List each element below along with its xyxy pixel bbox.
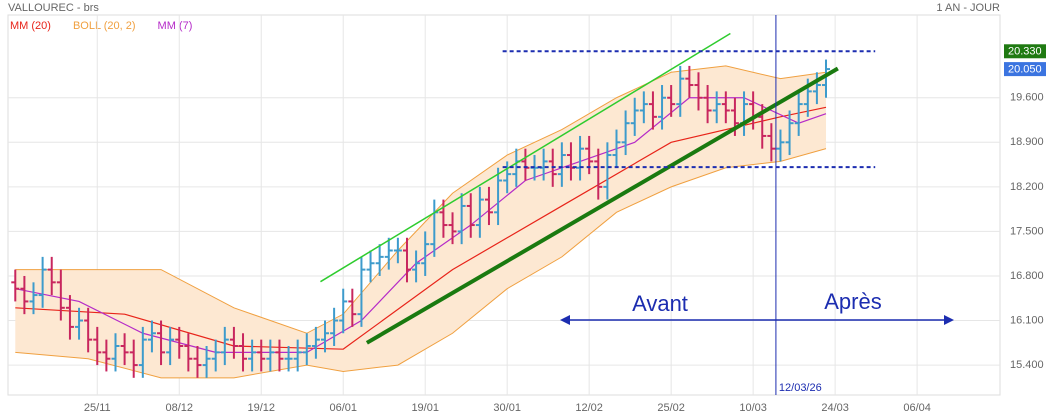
after-label: Après	[824, 289, 881, 314]
x-tick-label: 12/02	[575, 402, 603, 414]
x-tick-label: 25/11	[84, 402, 111, 414]
price-tag	[1004, 62, 1046, 77]
legend-entry: MM (20)	[10, 20, 51, 32]
x-tick-label: 08/12	[165, 402, 193, 414]
price-tag-label: 20.050	[1008, 64, 1042, 76]
y-tick-label: 16.800	[1010, 270, 1044, 282]
trendline	[365, 66, 839, 345]
x-tick-label: 24/03	[821, 402, 849, 414]
x-tick-label: 06/04	[903, 402, 931, 414]
legend-entry: BOLL (20, 2)	[73, 20, 136, 32]
x-tick-label: 30/01	[493, 402, 521, 414]
arrow-head	[560, 315, 570, 325]
before-label: Avant	[632, 291, 688, 316]
x-tick-label: 19/12	[247, 402, 275, 414]
price-tag	[1004, 44, 1046, 59]
y-tick-label: 18.200	[1010, 181, 1044, 193]
x-tick-label: 25/02	[657, 402, 685, 414]
period: 1 AN - JOUR	[936, 2, 1000, 14]
y-tick-label: 17.500	[1010, 225, 1044, 237]
y-tick-label: 18.900	[1010, 136, 1044, 148]
y-tick-label: 15.400	[1010, 359, 1044, 371]
x-tick-label: 19/01	[411, 402, 439, 414]
bollinger-lower	[15, 148, 827, 379]
chart-title: VALLOUREC - brs	[8, 2, 99, 14]
arrow-head	[944, 315, 954, 325]
legend: MM (20) BOLL (20, 2) MM (7)	[10, 20, 192, 32]
x-tick-label: 10/03	[739, 402, 767, 414]
legend-entry: MM (7)	[158, 20, 193, 32]
y-tick-label: 19.600	[1010, 92, 1044, 104]
y-tick-label: 16.100	[1010, 314, 1044, 326]
x-tick-label: 06/01	[329, 402, 357, 414]
date-marker-label: 12/03/26	[779, 382, 822, 394]
bollinger-upper	[15, 65, 827, 334]
price-tag-label: 20.330	[1008, 46, 1042, 58]
trendline	[320, 32, 731, 283]
